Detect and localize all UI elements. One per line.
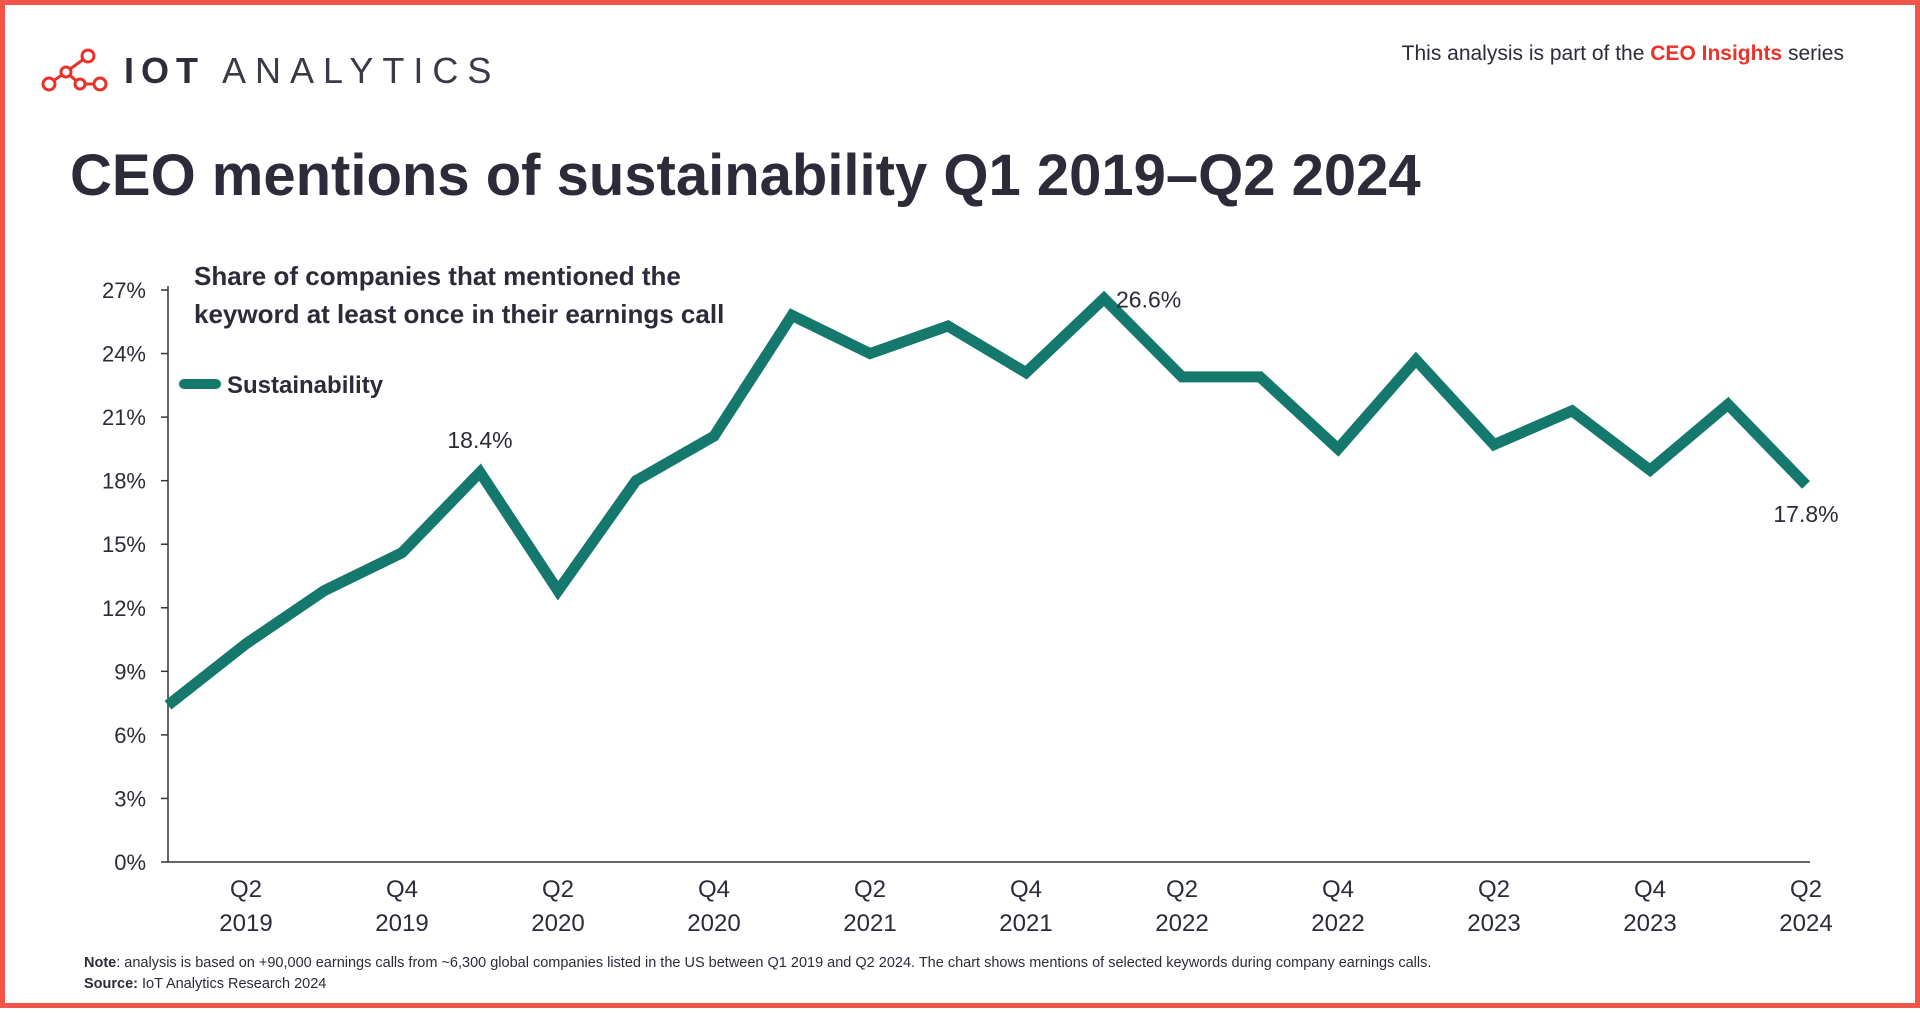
series-suffix: series xyxy=(1787,42,1844,65)
data-label: 18.4% xyxy=(447,427,512,453)
x-tick-label-year: 2023 xyxy=(1623,910,1676,937)
x-tick-label-quarter: Q4 xyxy=(1634,876,1666,903)
logo-main: IOT xyxy=(124,50,205,91)
x-tick-label-quarter: Q2 xyxy=(1478,876,1510,903)
series-note: This analysis is part of the CEO Insight… xyxy=(1402,42,1844,66)
x-tick-label-quarter: Q4 xyxy=(386,876,418,903)
y-tick-label: 21% xyxy=(102,405,146,430)
x-tick-label-year: 2024 xyxy=(1779,910,1832,937)
footer-source: Source: IoT Analytics Research 2024 xyxy=(84,976,326,992)
x-tick-label-quarter: Q2 xyxy=(854,876,886,903)
y-tick-label: 24% xyxy=(102,342,146,367)
legend-label: Sustainability xyxy=(227,372,384,399)
x-tick-label-year: 2020 xyxy=(687,910,740,937)
data-label: 17.8% xyxy=(1773,501,1838,527)
logo-sub: ANALYTICS xyxy=(222,50,501,91)
x-tick-label-quarter: Q4 xyxy=(1010,876,1042,903)
x-tick-label-quarter: Q2 xyxy=(230,876,262,903)
chart-subtitle-line: Share of companies that mentioned the xyxy=(194,261,681,291)
x-tick-label-quarter: Q2 xyxy=(1166,876,1198,903)
y-tick-label: 0% xyxy=(114,850,146,875)
x-tick-label-year: 2019 xyxy=(219,910,272,937)
source-label: Source: xyxy=(84,976,138,992)
y-tick-label: 27% xyxy=(102,278,146,303)
y-tick-label: 3% xyxy=(114,786,146,811)
x-tick-label-year: 2022 xyxy=(1155,910,1208,937)
data-label: 26.6% xyxy=(1116,286,1181,312)
footer-note: Note: analysis is based on +90,000 earni… xyxy=(84,955,1431,971)
x-tick-label-year: 2019 xyxy=(375,910,428,937)
sustainability-series-line xyxy=(164,290,1810,710)
series-highlight[interactable]: CEO Insights xyxy=(1650,42,1783,65)
logo-text: IOT ANALYTICS xyxy=(124,50,500,92)
note-label: Note xyxy=(84,955,117,971)
x-tick-label-year: 2021 xyxy=(843,910,896,937)
x-tick-label-year: 2020 xyxy=(531,910,584,937)
x-tick-label-quarter: Q4 xyxy=(1322,876,1354,903)
network-nodes-icon xyxy=(41,48,108,92)
x-tick-label-quarter: Q4 xyxy=(698,876,730,903)
x-tick-label-quarter: Q2 xyxy=(542,876,574,903)
x-tick-label-year: 2023 xyxy=(1467,910,1520,937)
y-tick-label: 18% xyxy=(102,469,146,494)
page-title: CEO mentions of sustainability Q1 2019–Q… xyxy=(70,143,1421,208)
y-tick-label: 15% xyxy=(102,532,146,557)
iot-analytics-logo: IOT ANALYTICS xyxy=(40,48,500,94)
y-tick-label: 9% xyxy=(114,659,146,684)
series-prefix: This analysis is part of the xyxy=(1401,42,1645,65)
y-tick-label: 6% xyxy=(114,723,146,748)
chart-subtitle-line: keyword at least once in their earnings … xyxy=(194,299,724,329)
source-text: IoT Analytics Research 2024 xyxy=(138,976,327,992)
x-tick-label-year: 2021 xyxy=(999,910,1052,937)
y-tick-label: 12% xyxy=(102,596,146,621)
x-tick-label-quarter: Q2 xyxy=(1790,876,1822,903)
x-tick-label-year: 2022 xyxy=(1311,910,1364,937)
note-text: : analysis is based on +90,000 earnings … xyxy=(116,955,1432,971)
